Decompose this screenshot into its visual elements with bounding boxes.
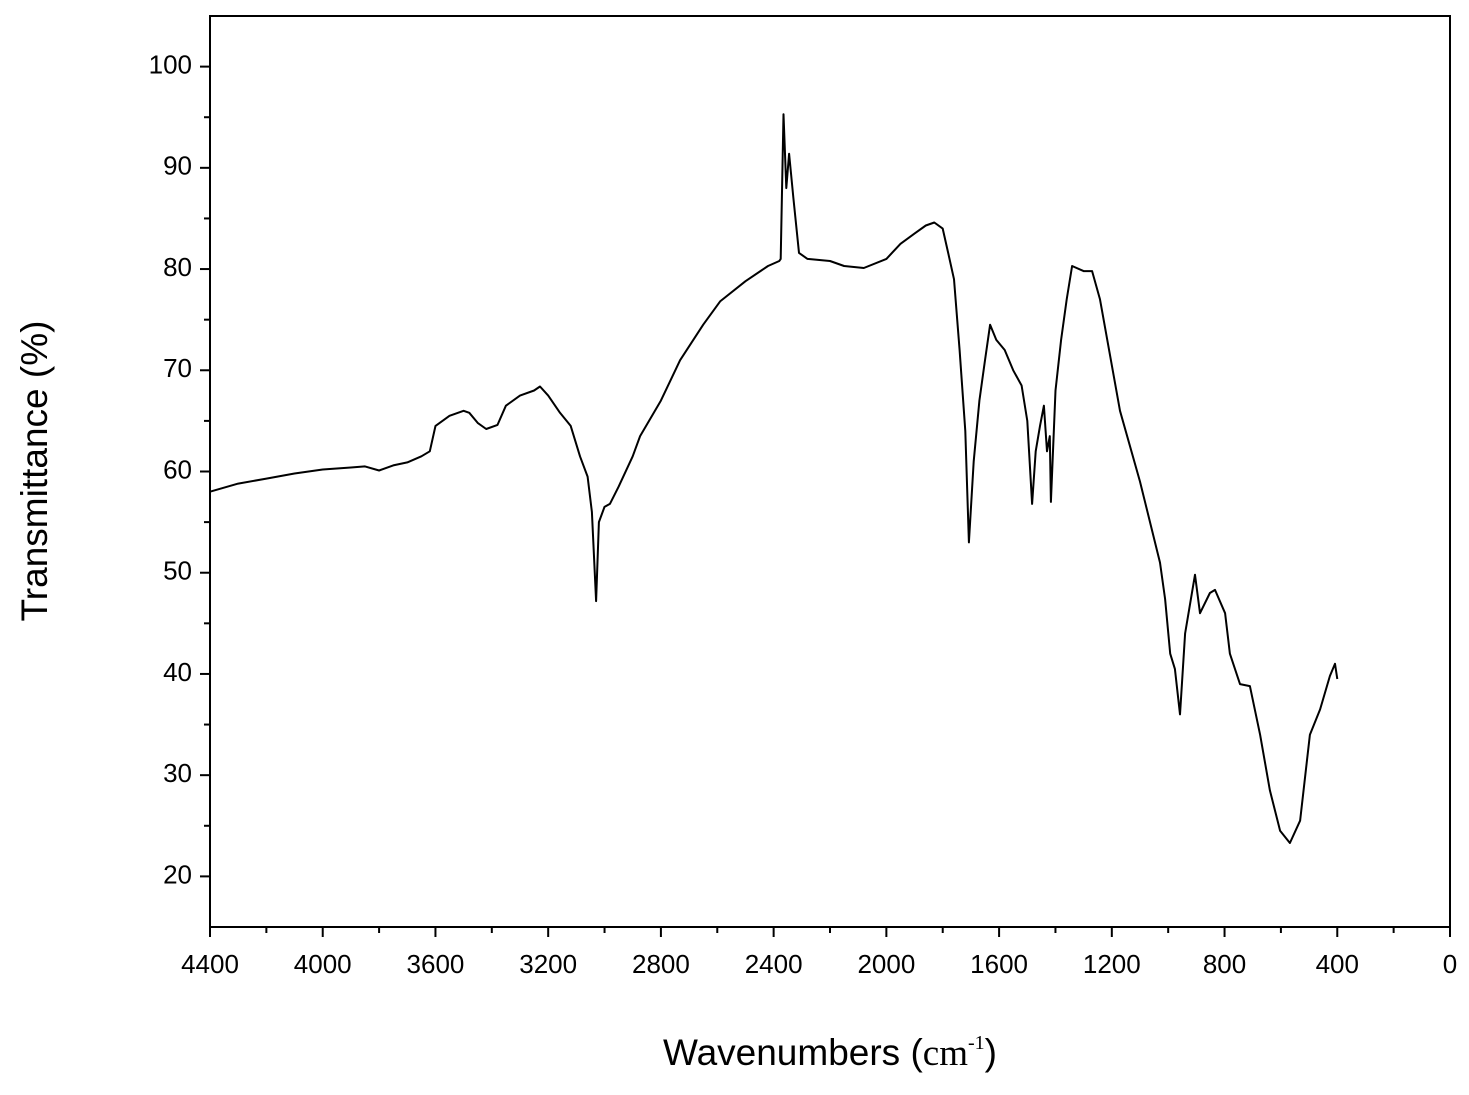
y-tick-label: 80 bbox=[163, 252, 192, 282]
x-tick-label: 2000 bbox=[857, 949, 915, 979]
x-tick-label: 2800 bbox=[632, 949, 690, 979]
x-tick-label: 2400 bbox=[745, 949, 803, 979]
y-tick-label: 70 bbox=[163, 353, 192, 383]
y-tick-label: 90 bbox=[163, 151, 192, 181]
x-tick-label: 4400 bbox=[181, 949, 239, 979]
y-tick-label: 100 bbox=[149, 49, 192, 79]
x-tick-label: 0 bbox=[1443, 949, 1457, 979]
x-tick-label: 3200 bbox=[519, 949, 577, 979]
x-tick-label: 1200 bbox=[1083, 949, 1141, 979]
y-tick-label: 50 bbox=[163, 556, 192, 586]
x-axis-label: Wavenumbers (cm-1) bbox=[663, 1032, 997, 1074]
y-tick-label: 30 bbox=[163, 758, 192, 788]
x-tick-label: 3600 bbox=[407, 949, 465, 979]
x-tick-label: 800 bbox=[1203, 949, 1246, 979]
y-axis-label: Transmittance (%) bbox=[14, 321, 55, 622]
y-tick-label: 60 bbox=[163, 454, 192, 484]
x-tick-label: 400 bbox=[1316, 949, 1359, 979]
y-tick-label: 20 bbox=[163, 859, 192, 889]
x-tick-label: 1600 bbox=[970, 949, 1028, 979]
y-tick-label: 40 bbox=[163, 657, 192, 687]
plot-frame bbox=[209, 15, 1451, 928]
x-tick-label: 4000 bbox=[294, 949, 352, 979]
spectrum-line bbox=[209, 113, 1339, 844]
